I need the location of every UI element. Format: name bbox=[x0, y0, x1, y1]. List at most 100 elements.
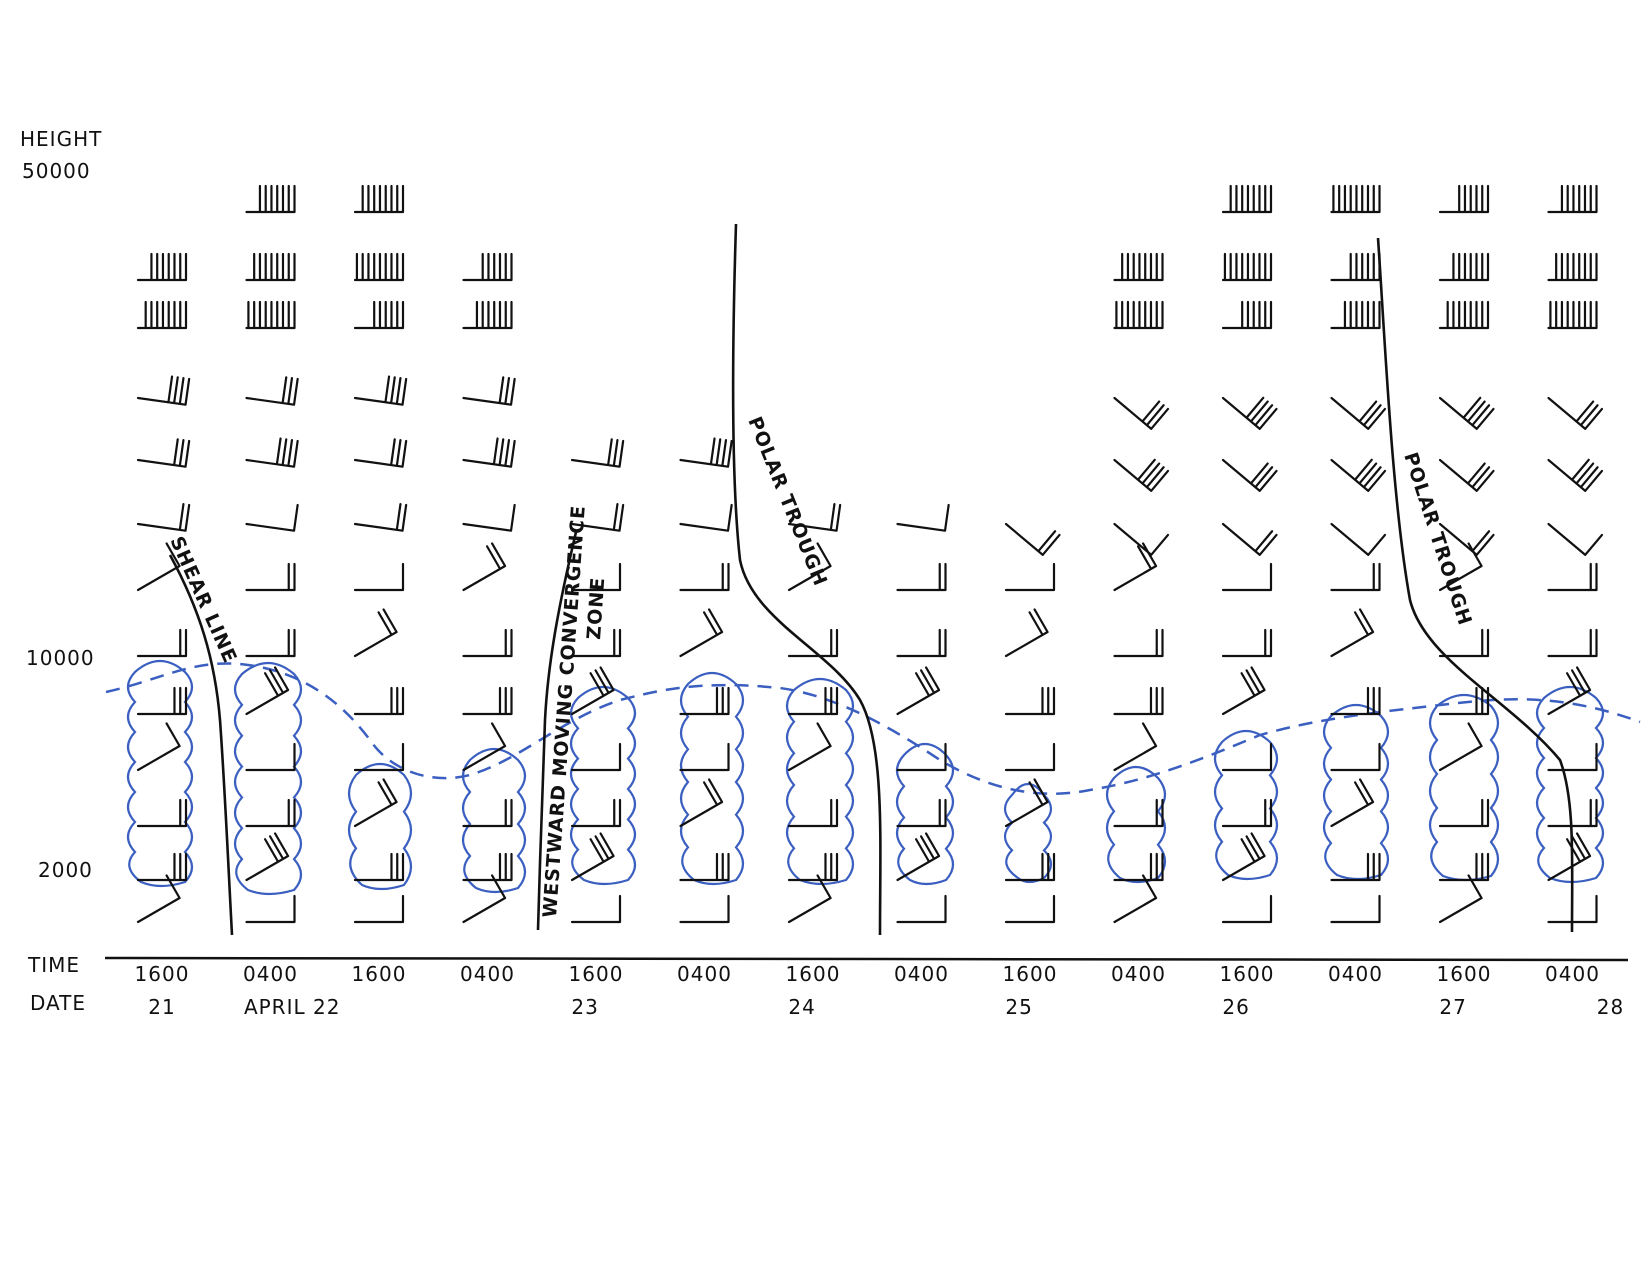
wind-barb bbox=[1330, 608, 1375, 658]
cloud-column bbox=[461, 747, 527, 894]
wind-barb bbox=[1113, 722, 1158, 772]
wind-barb bbox=[570, 742, 622, 772]
wind-barb bbox=[136, 375, 191, 406]
wind-barb bbox=[787, 542, 832, 592]
wind-barb bbox=[1221, 396, 1278, 430]
wind-barb bbox=[1221, 522, 1278, 556]
time-tick-labels: 1600 0400 1600 0400 1600 0400 1600 0400 1600 0400… bbox=[135, 962, 1600, 986]
wind-barb bbox=[245, 666, 290, 716]
wind-barb bbox=[896, 894, 947, 924]
wind-barb bbox=[1438, 542, 1483, 592]
wind-barb bbox=[787, 798, 839, 828]
wind-barb bbox=[1113, 300, 1164, 330]
wind-barb bbox=[1113, 542, 1158, 592]
wind-barb bbox=[1113, 252, 1164, 282]
wind-barb bbox=[462, 437, 516, 468]
time-label: 0400 bbox=[1545, 962, 1600, 986]
wind-barb bbox=[245, 628, 296, 658]
wind-barb bbox=[245, 184, 296, 214]
wind-barbs bbox=[136, 184, 1604, 924]
date-label: 25 bbox=[1005, 995, 1032, 1019]
wind-barb bbox=[570, 666, 615, 716]
wind-barb bbox=[136, 722, 181, 772]
wind-barb bbox=[1221, 184, 1273, 214]
wind-barb bbox=[1438, 300, 1490, 330]
wind-barb bbox=[1330, 686, 1381, 716]
polar-trough-2-line bbox=[1376, 237, 1574, 933]
cloud-column bbox=[1535, 685, 1605, 884]
wind-barb bbox=[1221, 666, 1266, 716]
cloud-column bbox=[233, 661, 303, 896]
wind-barb bbox=[136, 874, 181, 924]
time-label: 1600 bbox=[352, 962, 407, 986]
wind-barb bbox=[353, 562, 405, 592]
height-label-50000: 50000 bbox=[22, 159, 91, 183]
wind-barb bbox=[245, 832, 290, 882]
wind-barb bbox=[896, 628, 947, 658]
wind-barb bbox=[1438, 184, 1490, 214]
shear-line bbox=[168, 554, 234, 936]
wind-barb bbox=[679, 686, 730, 716]
wind-barb bbox=[136, 686, 188, 716]
time-label: 1600 bbox=[569, 962, 624, 986]
date-label: 27 bbox=[1439, 995, 1466, 1019]
wind-barb bbox=[896, 562, 947, 592]
wind-barb bbox=[136, 438, 191, 468]
wind-barb bbox=[353, 778, 398, 828]
date-label: 23 bbox=[571, 995, 598, 1019]
wind-barb bbox=[1330, 300, 1381, 330]
wind-barb bbox=[570, 832, 615, 882]
wind-barb bbox=[1330, 522, 1387, 556]
wind-barb bbox=[136, 628, 188, 658]
wind-barb bbox=[1113, 458, 1170, 492]
wind-barb bbox=[1438, 798, 1490, 828]
date-label: 24 bbox=[788, 995, 815, 1019]
cloud-column bbox=[679, 671, 745, 886]
wind-barb bbox=[136, 252, 188, 282]
wind-barb bbox=[787, 852, 839, 882]
wind-barb bbox=[1221, 742, 1273, 772]
wind-barb bbox=[1547, 396, 1604, 430]
wind-barb bbox=[570, 438, 625, 468]
cloud-column bbox=[1003, 782, 1053, 884]
wind-barb bbox=[462, 300, 513, 330]
wind-barb bbox=[1221, 832, 1266, 882]
wind-barb bbox=[1547, 666, 1592, 716]
wind-barb bbox=[679, 778, 724, 828]
wind-barb bbox=[1330, 778, 1375, 828]
wind-barb bbox=[1438, 458, 1495, 492]
time-axis-line bbox=[104, 956, 1629, 962]
time-label: 0400 bbox=[894, 962, 949, 986]
wind-barb bbox=[136, 542, 181, 592]
wind-barb bbox=[1004, 522, 1061, 556]
wind-barb bbox=[353, 438, 408, 468]
wind-barb bbox=[462, 252, 513, 282]
wind-barb bbox=[1113, 522, 1170, 556]
wind-barb bbox=[245, 503, 299, 532]
wind-barb bbox=[1113, 396, 1170, 430]
wind-barb bbox=[679, 608, 724, 658]
wind-barb bbox=[353, 894, 405, 924]
wind-barb bbox=[353, 184, 405, 214]
wind-barb bbox=[245, 798, 296, 828]
wind-barb bbox=[679, 894, 730, 924]
wind-barb bbox=[1547, 252, 1598, 282]
wind-barb bbox=[1547, 628, 1598, 658]
wind-barb bbox=[353, 300, 405, 330]
wind-barb bbox=[679, 562, 730, 592]
wind-barb bbox=[462, 628, 513, 658]
wind-barb bbox=[787, 503, 842, 532]
height-label-10000: 10000 bbox=[26, 646, 95, 670]
wind-barb bbox=[1547, 798, 1598, 828]
time-label: 0400 bbox=[1328, 962, 1383, 986]
wind-barb bbox=[462, 503, 516, 532]
height-label-2000: 2000 bbox=[38, 858, 93, 882]
wind-barb bbox=[462, 722, 507, 772]
wind-barb bbox=[1221, 798, 1273, 828]
wind-barb bbox=[570, 798, 622, 828]
wind-barb bbox=[245, 252, 296, 282]
wind-barb bbox=[1330, 852, 1381, 882]
cloud-column bbox=[1322, 703, 1390, 881]
wind-barb bbox=[245, 437, 299, 468]
wind-barb bbox=[787, 874, 832, 924]
